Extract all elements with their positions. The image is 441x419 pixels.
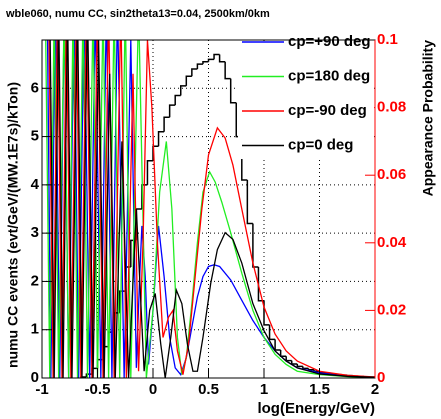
- legend-label: cp=0 deg: [288, 136, 353, 153]
- histogram-bin: [202, 60, 209, 65]
- legend-label: cp=180 deg: [288, 67, 370, 84]
- histogram-bin: [218, 54, 226, 63]
- y2-tick-label: 0.02: [377, 301, 406, 318]
- y2-tick-label: 0: [377, 369, 385, 386]
- y-tick-label: 6: [31, 79, 39, 96]
- y-tick-label: 2: [31, 272, 39, 289]
- chart-title: wble060, numu CC, sin2theta13=0.04, 2500…: [5, 8, 270, 20]
- x-tick-label: -0.5: [85, 381, 111, 398]
- legend-label: cp=-90 deg: [288, 102, 367, 119]
- y-tick-label: 4: [31, 176, 40, 193]
- probability-curve: [45, 40, 375, 378]
- y-tick-label: 1: [31, 321, 39, 338]
- x-axis-label: log(Energy/GeV): [257, 400, 375, 417]
- y2-tick-label: 0.1: [377, 31, 398, 48]
- histogram-bin: [185, 75, 192, 86]
- x-tick-label: 0.5: [198, 381, 219, 398]
- y-tick-label: 0: [31, 369, 39, 386]
- probability-curve: [49, 40, 375, 378]
- histogram-bin: [168, 104, 176, 118]
- y2-tick-label: 0.06: [377, 166, 406, 183]
- histogram-bin: [157, 130, 165, 147]
- histogram-bin: [263, 300, 270, 326]
- histogram-bin: [252, 223, 259, 268]
- x-tick-label: -1: [35, 381, 48, 398]
- legend-label: cp=+90 deg: [288, 33, 371, 50]
- histogram-bin: [196, 63, 203, 69]
- histogram-bin: [163, 116, 170, 132]
- x-tick-label: 1: [260, 381, 268, 398]
- y2-tick-label: 0.04: [377, 234, 407, 251]
- histogram-bin: [213, 53, 220, 60]
- y-tick-label: 3: [31, 224, 39, 241]
- y-axis-label: numu CC events (evt/GeV/(MW.1E7s)/kTon): [5, 82, 21, 368]
- x-tick-label: 2: [371, 381, 379, 398]
- histogram-bin: [118, 290, 126, 313]
- histogram-bin: [229, 78, 237, 104]
- x-tick-label: 0: [149, 381, 157, 398]
- histogram-bin: [191, 68, 198, 77]
- histogram-bin: [224, 61, 231, 80]
- x-tick-label: 1.5: [309, 381, 330, 398]
- histogram-bin: [302, 366, 309, 370]
- histogram-bin: [207, 58, 215, 62]
- histogram-bin: [146, 159, 153, 185]
- legend-box: [238, 41, 374, 159]
- histogram-bin: [180, 85, 187, 96]
- probability-curve: [48, 40, 375, 378]
- histogram-bin: [174, 94, 181, 106]
- histogram-bin: [246, 180, 253, 225]
- histogram-bin: [268, 324, 276, 341]
- y2-tick-label: 0.08: [377, 99, 406, 116]
- histogram-bin: [296, 363, 303, 368]
- y2-axis-label: Appearance Probability: [420, 40, 436, 197]
- y-tick-label: 5: [31, 128, 39, 145]
